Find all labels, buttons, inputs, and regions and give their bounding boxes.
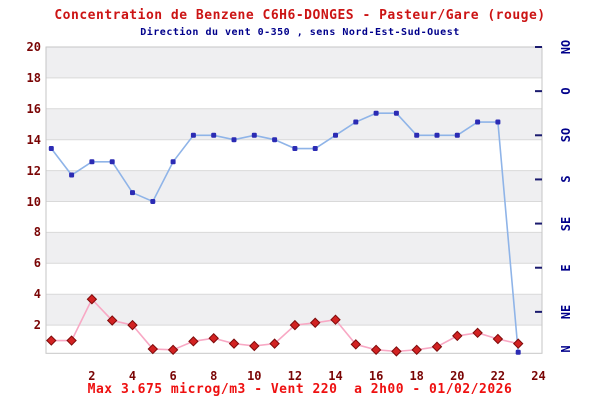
wind-series-marker (211, 132, 217, 138)
chart-subtitle: Direction du vent 0-350 , sens Nord-Est-… (140, 27, 460, 38)
grid-band (46, 108, 542, 140)
wind-series-marker (190, 132, 196, 138)
y-axis-label: 16 (26, 101, 41, 116)
y-axis-label: 4 (33, 287, 41, 302)
wind-series-marker (454, 132, 460, 138)
benzene-series-marker (66, 335, 77, 346)
x-axis-label: 22 (490, 369, 506, 383)
x-axis-label: 16 (368, 369, 384, 383)
compass-label: O (559, 87, 573, 95)
x-axis-label: 20 (450, 369, 465, 383)
wind-series-marker (475, 119, 481, 125)
benzene-series-marker (167, 344, 179, 356)
y-axis-label: 10 (26, 194, 41, 209)
benzene-series-marker (86, 293, 98, 305)
benzene-series-marker (249, 340, 260, 352)
x-axis-label: 6 (169, 369, 177, 383)
wind-series-marker (130, 190, 135, 196)
compass-label: NO (559, 39, 573, 55)
compass-label: NE (559, 304, 573, 320)
benzene-series-marker (208, 332, 219, 344)
compass-label: SE (559, 216, 573, 231)
benzene-series-marker (512, 338, 524, 349)
x-axis-label: 24 (531, 369, 546, 383)
benzene-series-marker (188, 336, 199, 347)
wind-series-marker (515, 349, 521, 355)
compass-label: E (559, 264, 573, 272)
x-axis-label: 4 (128, 369, 137, 383)
wind-series-marker (333, 132, 338, 138)
wind-series-marker (251, 132, 257, 138)
compass-label: SO (559, 128, 573, 143)
x-axis-label: 10 (247, 369, 262, 383)
wind-series-marker (150, 199, 156, 204)
wind-series-marker (48, 146, 54, 152)
grid-band (46, 232, 542, 264)
y-axis-label: 14 (26, 132, 41, 147)
x-axis-label: 12 (287, 369, 303, 383)
x-axis-label: 2 (88, 369, 96, 383)
y-axis-label: 2 (33, 318, 41, 333)
y-axis-label: 12 (26, 163, 41, 178)
x-axis-label: 14 (328, 369, 343, 383)
compass-label: S (559, 175, 573, 184)
benzene-series-marker (492, 333, 504, 345)
wind-series-marker (373, 110, 379, 116)
benzene-series-marker (330, 314, 341, 325)
wind-series-marker (170, 159, 176, 165)
benzene-series-marker (228, 338, 240, 349)
y-axis-label: 20 (26, 40, 41, 54)
x-axis-label: 18 (409, 369, 424, 383)
benzene-series-marker (269, 338, 280, 349)
benzene-series-marker (370, 344, 382, 356)
benzene-series-marker (309, 317, 321, 329)
grid-band (46, 47, 542, 78)
wind-series-marker (414, 132, 420, 138)
benzene-series-marker (350, 339, 362, 350)
wind-series-marker (69, 172, 75, 178)
wind-series-marker (393, 110, 399, 116)
wind-series-marker (434, 132, 440, 138)
y-axis-label: 8 (33, 225, 41, 240)
wind-series-marker (495, 119, 501, 125)
benzene-series-marker (452, 330, 463, 342)
benzene-series-marker (147, 343, 159, 355)
benzene-series-marker (46, 335, 57, 346)
wind-series-marker (292, 146, 298, 152)
y-axis-label: 6 (33, 256, 41, 271)
wind-series-marker (272, 137, 278, 143)
compass-label: N (559, 345, 573, 353)
wind-series-marker (89, 159, 95, 165)
grid-band (46, 294, 542, 326)
benzene-series-marker (289, 319, 301, 331)
wind-series-marker (353, 119, 359, 125)
benzene-series-marker (411, 344, 422, 356)
benzene-series-marker (472, 327, 483, 339)
wind-series-marker (231, 137, 237, 143)
wind-series-marker (312, 146, 318, 152)
x-axis-label: 8 (210, 369, 218, 383)
benzene-series-marker (391, 346, 402, 357)
footer-max-annotation: Max 3.675 microg/m3 - Vent 220 a 2h00 - … (87, 382, 513, 397)
wind-series-marker (109, 159, 115, 165)
y-axis-label: 18 (26, 70, 41, 85)
benzene-series-marker (127, 319, 138, 331)
plot-border (45, 46, 543, 354)
benzene-series-marker (106, 315, 118, 326)
chart-title: Concentration de Benzene C6H6-DONGES - P… (54, 8, 546, 23)
benzene-series-marker (431, 341, 443, 352)
wind-series-line (50, 112, 519, 353)
